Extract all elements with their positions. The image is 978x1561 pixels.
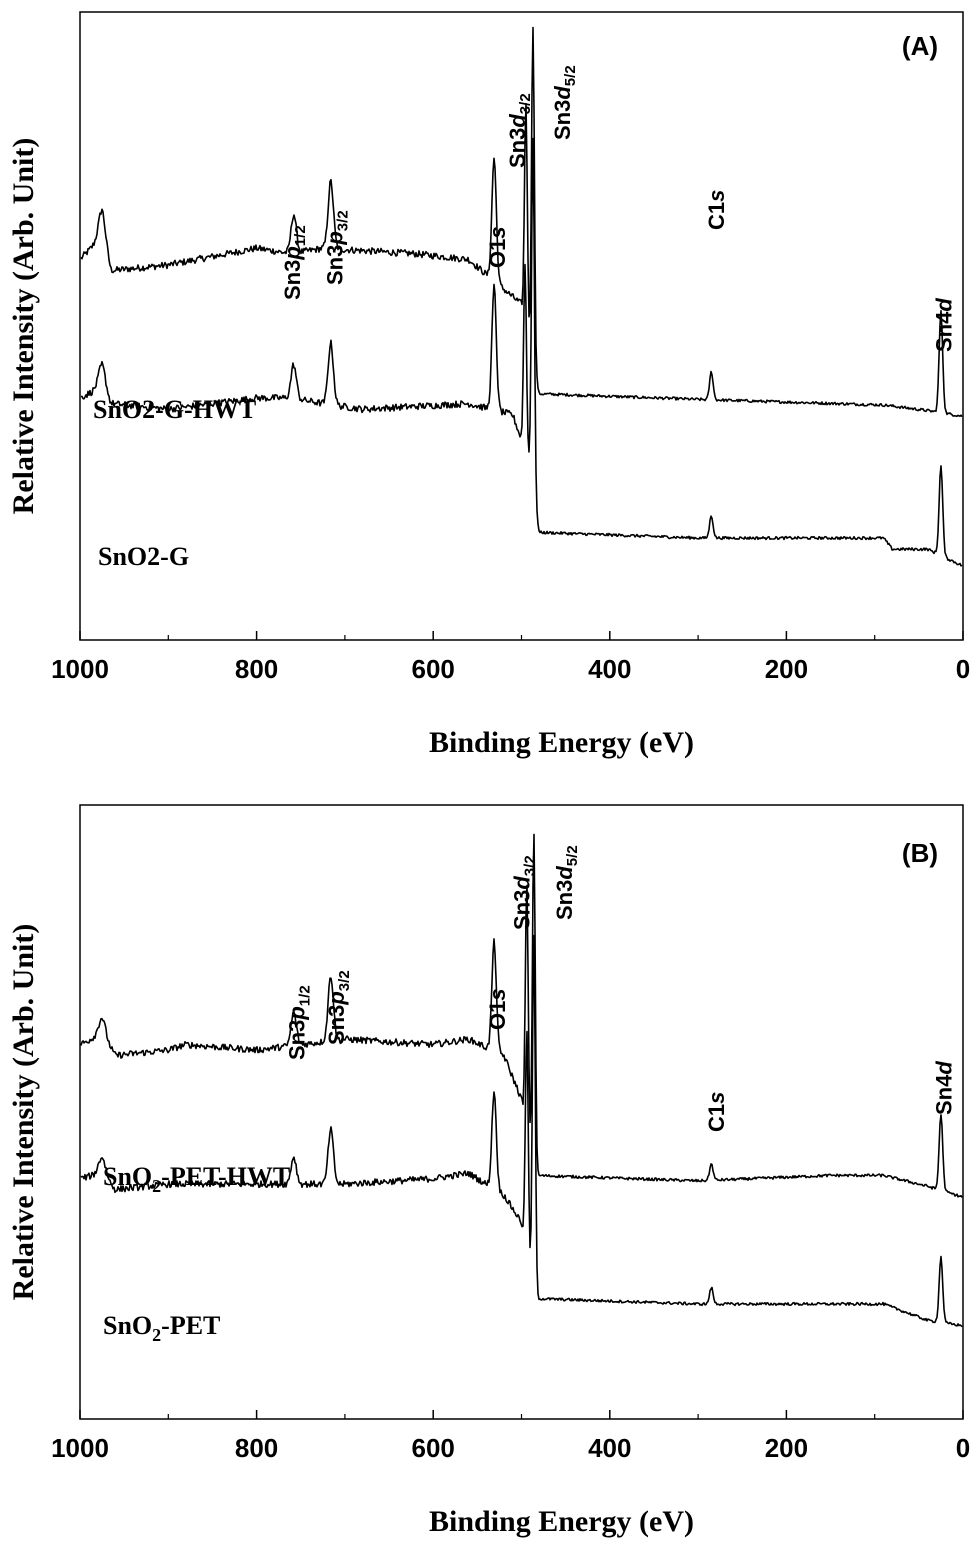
panel-b-peak-label: C1s [704, 1092, 729, 1132]
panel-b-x-axis-title: Binding Energy (eV) [429, 1505, 694, 1538]
panel-a-xtick-label: 400 [588, 654, 631, 684]
panel-a-peak-label: Sn3p3/2 [322, 210, 351, 285]
panel-b-peak-label: O1s [485, 988, 510, 1030]
panel-b-xtick-label: 800 [235, 1433, 278, 1463]
panel-b-series-label-1: SnO2-PET-HWT [103, 1162, 290, 1196]
panel-b-xtick-label: 400 [588, 1433, 631, 1463]
panel-a-peak-label: O1s [485, 226, 510, 268]
panel-b-series-line-2 [80, 934, 963, 1328]
panel-a-series-line-1 [80, 26, 963, 418]
panel-b-peak-label: Sn3d5/2 [552, 845, 581, 920]
panel-b-series-label-2: SnO2-PET [103, 1311, 220, 1345]
panel-a-series-line-2 [81, 137, 963, 567]
panel-a-xtick-label: 800 [235, 654, 278, 684]
panel-a-series-label-2: SnO2-G [98, 542, 189, 571]
panel-b-y-axis-title: Relative Intensity (Arb. Unit) [7, 924, 40, 1301]
panel-a-xtick-label: 200 [765, 654, 808, 684]
panel-b-xtick-label: 1000 [51, 1433, 109, 1463]
panel-a-peak-label: C1s [704, 190, 729, 230]
panel-b-xtick-label: 0 [956, 1433, 970, 1463]
panel-a-peak-label: Sn3p1/2 [280, 225, 309, 300]
panel-b-panel-label: (B) [902, 838, 938, 868]
panel-a-peak-label: Sn3d5/2 [550, 65, 579, 140]
panel-a-xtick-label: 1000 [51, 654, 109, 684]
panel-b-peak-label: Sn3d3/2 [510, 855, 539, 930]
panel-b-peak-label: Sn3p1/2 [284, 985, 313, 1060]
panel-b-peak-label: Sn4d [932, 1061, 957, 1115]
panel-a-panel-label: (A) [902, 31, 938, 61]
panel-b: 1000 800 600 400 200 0 Binding Energy (eV) Rela… [7, 804, 970, 1538]
panel-a-x-axis-title: Binding Energy (eV) [429, 726, 694, 759]
panel-a: 1000 800 600 400 200 0 Binding Energy (eV) Rela… [7, 11, 970, 759]
panel-a-peak-label: Sn3d3/2 [505, 93, 534, 168]
panel-b-peak-label: Sn3p3/2 [324, 970, 353, 1045]
panel-a-peak-label: Sn4d [932, 298, 957, 352]
panel-b-xtick-label: 600 [412, 1433, 455, 1463]
panel-a-xtick-label: 600 [412, 654, 455, 684]
panel-b-xtick-label: 200 [765, 1433, 808, 1463]
panel-b-series-line-1 [80, 833, 963, 1198]
panel-a-xtick-label: 0 [956, 654, 970, 684]
panel-a-y-axis-title: Relative Intensity (Arb. Unit) [7, 138, 40, 515]
